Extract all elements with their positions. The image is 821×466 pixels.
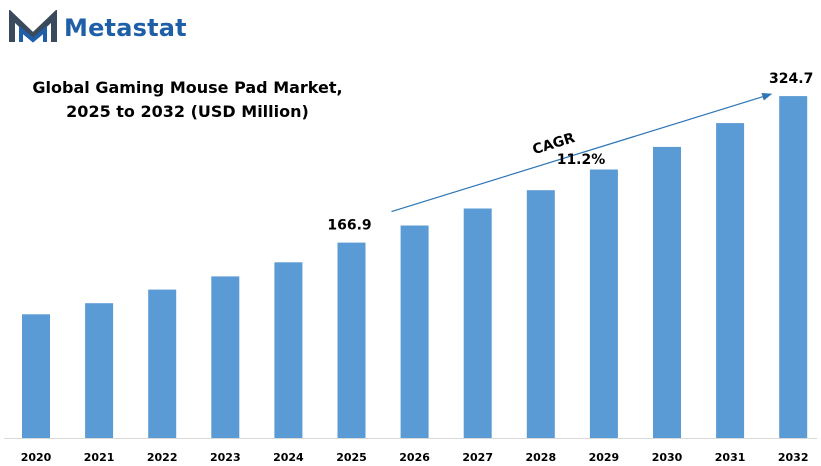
brand-logo: Metastat	[8, 10, 187, 46]
bar-2021	[85, 303, 114, 438]
bar-2023	[211, 276, 240, 438]
x-tick-label: 2020	[21, 451, 52, 464]
chart-title: Global Gaming Mouse Pad Market, 2025 to …	[20, 76, 355, 124]
data-label-2025: 166.9	[327, 218, 371, 234]
x-tick-label: 2021	[84, 451, 115, 464]
cagr-arrow	[391, 92, 773, 213]
x-tick-label: 2030	[652, 451, 683, 464]
metastat-logo-icon	[9, 10, 57, 43]
x-tick-label: 2022	[147, 451, 178, 464]
bar-2031	[716, 123, 745, 438]
x-tick-label: 2023	[210, 451, 241, 464]
x-tick-label: 2026	[399, 451, 430, 464]
bar-2025	[337, 242, 366, 438]
bar-2020	[22, 314, 50, 438]
bar-2024	[274, 262, 303, 438]
x-tick-label: 2027	[462, 451, 493, 464]
data-label-2032: 324.7	[769, 71, 813, 87]
bar-2029	[589, 169, 618, 438]
x-tick-label: 2031	[715, 451, 746, 464]
x-tick-label: 2024	[273, 451, 304, 464]
chart-title-line1: Global Gaming Mouse Pad Market,	[32, 78, 343, 97]
brand-name: Metastat	[64, 14, 187, 42]
bar-2027	[463, 208, 492, 438]
x-tick-label: 2032	[778, 451, 809, 464]
bar-2022	[148, 289, 177, 438]
bar-2030	[653, 146, 681, 438]
x-tick-label: 2028	[525, 451, 556, 464]
chart-title-line2: 2025 to 2032 (USD Million)	[66, 102, 309, 121]
bar-2032	[779, 96, 808, 438]
x-tick-label: 2029	[589, 451, 620, 464]
bar-2028	[526, 190, 555, 438]
bar-2026	[400, 225, 429, 438]
cagr-value: 11.2%	[557, 152, 606, 168]
x-tick-label: 2025	[336, 451, 367, 464]
